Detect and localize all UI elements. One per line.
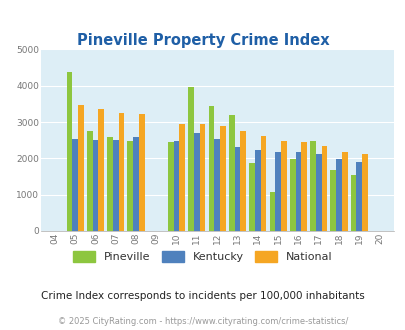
Bar [289, 159, 295, 231]
Bar [280, 141, 286, 231]
Bar [72, 139, 78, 231]
Bar [78, 105, 83, 231]
Bar [249, 163, 254, 231]
Bar [173, 141, 179, 231]
Bar [127, 141, 133, 231]
Bar [208, 106, 214, 231]
Bar [356, 162, 361, 231]
Bar [113, 140, 118, 231]
Bar [87, 131, 92, 231]
Bar [361, 154, 367, 231]
Bar [269, 192, 275, 231]
Bar [139, 114, 144, 231]
Bar [309, 141, 315, 231]
Bar [66, 72, 72, 231]
Bar [98, 109, 104, 231]
Bar [168, 142, 173, 231]
Text: Crime Index corresponds to incidents per 100,000 inhabitants: Crime Index corresponds to incidents per… [41, 291, 364, 301]
Bar [335, 159, 341, 231]
Bar [214, 139, 220, 231]
Bar [92, 140, 98, 231]
Bar [330, 170, 335, 231]
Bar [275, 151, 280, 231]
Bar [199, 124, 205, 231]
Text: Pineville Property Crime Index: Pineville Property Crime Index [77, 33, 328, 48]
Bar [188, 86, 194, 231]
Legend: Pineville, Kentucky, National: Pineville, Kentucky, National [68, 247, 337, 267]
Bar [228, 115, 234, 231]
Bar [107, 137, 113, 231]
Bar [350, 176, 356, 231]
Bar [118, 113, 124, 231]
Bar [260, 136, 266, 231]
Text: © 2025 CityRating.com - https://www.cityrating.com/crime-statistics/: © 2025 CityRating.com - https://www.city… [58, 317, 347, 326]
Bar [234, 147, 240, 231]
Bar [254, 150, 260, 231]
Bar [194, 133, 199, 231]
Bar [301, 142, 306, 231]
Bar [321, 146, 326, 231]
Bar [220, 126, 225, 231]
Bar [240, 131, 245, 231]
Bar [341, 151, 347, 231]
Bar [133, 137, 139, 231]
Bar [295, 151, 301, 231]
Bar [179, 123, 185, 231]
Bar [315, 154, 321, 231]
